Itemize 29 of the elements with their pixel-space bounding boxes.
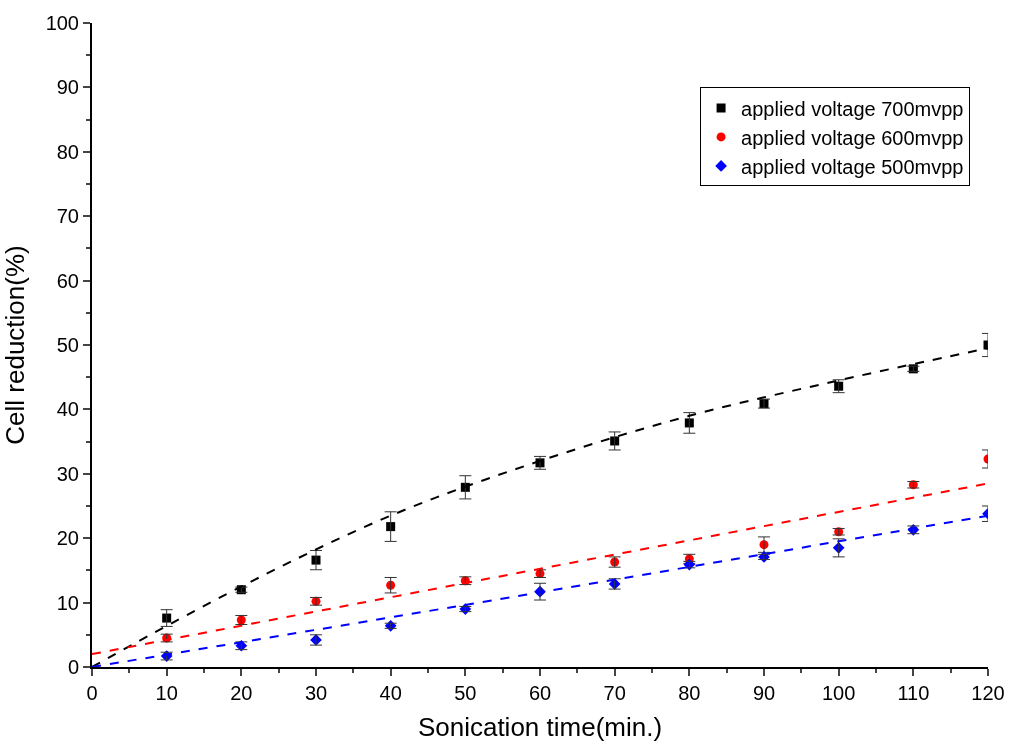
y-axis-title: Cell reduction(%) <box>0 245 30 445</box>
x-tick-label: 0 <box>86 682 98 704</box>
x-tick-label: 40 <box>379 682 402 704</box>
y-tick-label: 90 <box>56 76 79 99</box>
y-tick-label: 80 <box>56 140 79 163</box>
x-tick-label: 90 <box>752 682 776 704</box>
legend-label: applied voltage 500mvpp <box>741 155 964 178</box>
y-tick-label: 70 <box>56 205 79 228</box>
x-tick-label: 110 <box>897 682 930 704</box>
legend-label: applied voltage 600mvpp <box>741 126 964 149</box>
x-tick-label: 120 <box>971 682 1005 704</box>
x-tick-label: 50 <box>454 682 477 704</box>
x-tick-label: 100 <box>821 682 856 704</box>
x-tick-label: 20 <box>230 682 253 704</box>
x-axis-title: Sonication time(min.) <box>417 712 663 743</box>
y-tick-label: 30 <box>56 462 79 485</box>
y-tick-label: 100 <box>45 12 79 34</box>
y-tick-label: 10 <box>56 591 79 614</box>
y-tick-label: 40 <box>56 398 79 421</box>
x-tick-label: 70 <box>603 682 626 704</box>
x-tick-label: 30 <box>304 682 328 704</box>
x-tick-label: 60 <box>528 682 552 704</box>
y-tick-label: 50 <box>56 334 79 356</box>
x-tick-label: 10 <box>155 682 178 704</box>
y-tick-label: 0 <box>67 656 79 678</box>
legend-label: applied voltage 700mvpp <box>741 97 964 120</box>
y-tick-label: 60 <box>56 269 79 292</box>
y-tick-label: 20 <box>56 527 79 550</box>
x-tick-label: 80 <box>678 682 701 704</box>
